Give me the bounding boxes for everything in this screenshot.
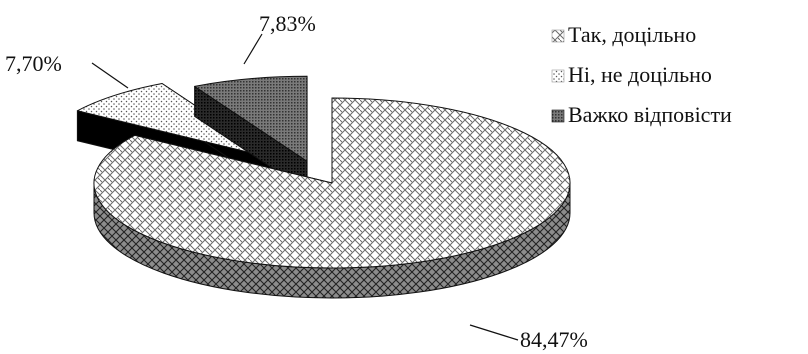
legend-swatch-3 xyxy=(551,109,565,123)
slice-3 xyxy=(194,75,308,192)
data-label-3: 7,83% xyxy=(259,11,316,36)
legend-swatch-1 xyxy=(551,29,565,43)
legend-label-1: Так, доцільно xyxy=(568,22,696,47)
slice-1-top xyxy=(93,97,571,269)
legend-label-2: Ні, не доцільно xyxy=(568,62,712,87)
data-label-2: 7,70% xyxy=(5,51,62,76)
slice-2-top xyxy=(76,83,275,159)
leader-line-1 xyxy=(469,324,519,341)
legend: Так, доцільно Ні, не доцільно Важко відпов… xyxy=(551,22,732,127)
leader-line-2 xyxy=(91,62,129,89)
data-label-1: 84,47% xyxy=(520,327,588,352)
legend-swatch-2 xyxy=(551,69,565,83)
legend-label-3: Важко відповісти xyxy=(568,102,732,127)
slice-1 xyxy=(93,97,571,299)
slice-3-top xyxy=(194,75,308,162)
leader-line-3 xyxy=(243,33,263,65)
